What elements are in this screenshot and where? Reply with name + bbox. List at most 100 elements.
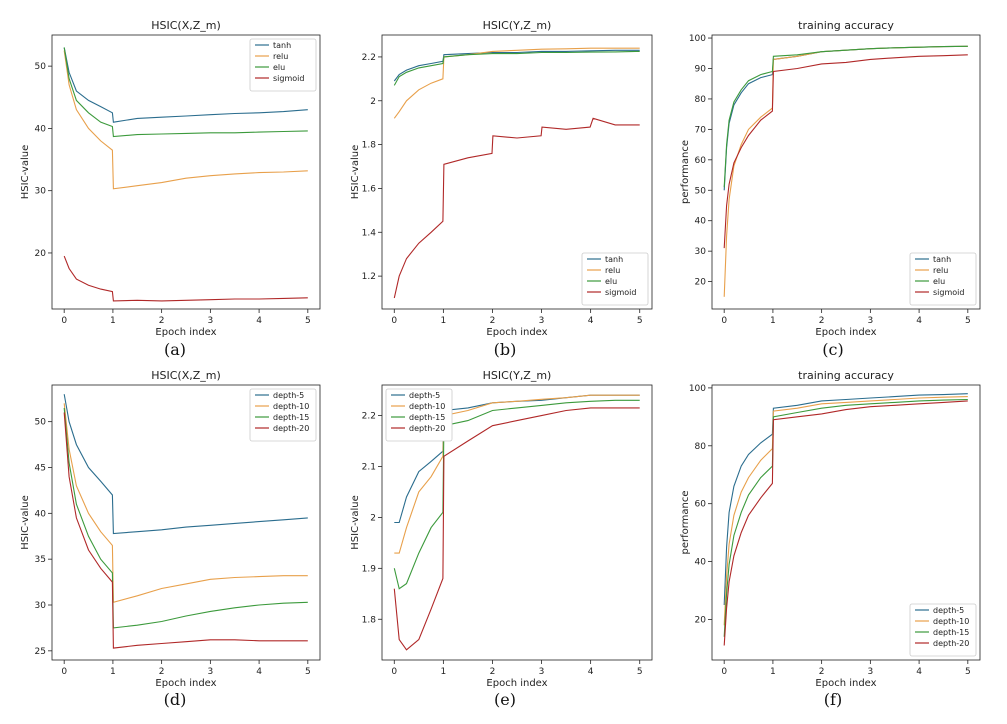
plot-frame	[381, 384, 653, 661]
y-tick-label: 1.6	[362, 184, 377, 194]
x-tick-label: 3	[207, 316, 213, 326]
y-axis-label: performance	[680, 140, 691, 204]
x-tick-label: 5	[305, 316, 311, 326]
legend-label: sigmoid	[273, 74, 304, 83]
x-axis-label: Epoch index	[815, 327, 876, 338]
legend-label: depth-5	[933, 606, 964, 615]
y-tick-label: 35	[35, 555, 46, 565]
x-tick-label: 1	[770, 316, 776, 326]
y-axis-label: performance	[680, 490, 691, 554]
y-tick-label: 40	[35, 509, 47, 519]
x-tick-label: 3	[867, 316, 873, 326]
x-tick-label: 1	[770, 667, 776, 677]
y-tick-label: 2.1	[362, 462, 376, 472]
legend-label: elu	[933, 277, 945, 286]
x-tick-label: 3	[207, 667, 213, 677]
chart-panel-e: HSIC(Y,Z_m) 0 1 2 3 4 5 1.8 1.9 2 2.1 2.2 Epoch inde…	[350, 369, 653, 709]
legend: tanh relu elu sigmoid	[909, 252, 977, 306]
x-tick-label: 5	[965, 316, 971, 326]
x-tick-label: 0	[721, 316, 727, 326]
x-tick-label: 5	[637, 667, 643, 677]
y-tick-label: 2	[370, 97, 376, 107]
x-tick-label: 1	[440, 316, 446, 326]
series-line-elu	[393, 50, 640, 86]
chart-title: HSIC(X,Z_m)	[151, 19, 221, 32]
series-line-tanh	[393, 49, 640, 82]
legend-label: depth-10	[933, 617, 969, 626]
x-axis-label: Epoch index	[815, 678, 876, 689]
chart-title: HSIC(X,Z_m)	[151, 369, 221, 382]
chart-title: HSIC(Y,Z_m)	[483, 19, 552, 32]
y-tick-label: 100	[689, 34, 706, 44]
y-tick-label: 2.2	[362, 412, 376, 422]
y-tick-label: 40	[35, 124, 47, 134]
x-tick-label: 2	[819, 667, 825, 677]
series-line-elu	[723, 45, 968, 188]
x-axis-label: Epoch index	[155, 678, 216, 689]
legend-label: sigmoid	[933, 288, 964, 297]
series-line-depth-10	[63, 403, 308, 604]
x-tick-label: 5	[965, 667, 971, 677]
x-tick-label: 0	[391, 667, 397, 677]
x-axis-label: Epoch index	[486, 327, 547, 338]
y-tick-label: 30	[35, 187, 47, 197]
y-axis-label: HSIC-value	[350, 495, 361, 549]
plot-frame	[381, 34, 653, 310]
y-tick-label: 20	[35, 249, 47, 259]
legend-label: relu	[933, 266, 948, 275]
y-tick-label: 1.9	[362, 564, 377, 574]
x-tick-label: 4	[256, 667, 262, 677]
chart-panel-c: training accuracy 0 1 2 3 4 5 20 30 40 50 60 70 80 90 1…	[680, 19, 981, 359]
x-tick-label: 2	[159, 667, 165, 677]
legend-label: depth-5	[273, 391, 304, 400]
y-tick-label: 20	[695, 615, 707, 625]
legend-label: tanh	[273, 41, 291, 50]
series-line-elu	[63, 47, 308, 138]
y-tick-label: 1.8	[362, 615, 377, 625]
panel-caption: (e)	[494, 690, 516, 709]
series-line-depth-10	[394, 394, 640, 554]
series-line-depth-15	[393, 399, 640, 590]
x-tick-label: 2	[490, 316, 496, 326]
x-tick-label: 4	[256, 316, 262, 326]
legend-label: depth-10	[409, 402, 445, 411]
x-axis-label: Epoch index	[486, 678, 547, 689]
y-tick-label: 2	[370, 513, 376, 523]
y-axis-label: HSIC-value	[20, 145, 31, 199]
x-tick-label: 4	[916, 667, 922, 677]
series-line-sigmoid	[63, 255, 308, 302]
y-tick-label: 60	[695, 156, 707, 166]
legend-label: tanh	[933, 255, 951, 264]
y-tick-label: 1.8	[362, 141, 377, 151]
y-tick-label: 30	[35, 601, 47, 611]
x-tick-label: 2	[159, 316, 165, 326]
legend-label: depth-5	[409, 391, 440, 400]
legend-label: depth-20	[409, 424, 445, 433]
chart-panel-b: HSIC(Y,Z_m) 0 1 2 3 4 5 1.2 1.4 1.6 1.8 2 2.2 Epoch i…	[350, 19, 653, 359]
y-tick-label: 80	[695, 442, 707, 452]
x-tick-label: 1	[110, 667, 116, 677]
x-tick-label: 0	[61, 667, 67, 677]
x-tick-label: 5	[305, 667, 311, 677]
chart-title: HSIC(Y,Z_m)	[483, 369, 552, 382]
series-line-depth-5	[723, 393, 968, 606]
series-line-tanh	[723, 45, 968, 191]
y-tick-label: 40	[695, 217, 707, 227]
y-tick-label: 80	[695, 95, 707, 105]
panel-caption: (a)	[164, 340, 186, 359]
y-tick-label: 1.4	[362, 228, 377, 238]
y-tick-label: 50	[695, 186, 707, 196]
y-tick-label: 50	[35, 418, 47, 428]
legend-label: depth-15	[933, 628, 969, 637]
legend-label: depth-15	[409, 413, 445, 422]
chart-title: training accuracy	[798, 369, 894, 382]
series-line-depth-10	[723, 396, 968, 626]
series-line-depth-20	[63, 412, 308, 649]
series-line-depth-5	[63, 394, 308, 535]
y-tick-label: 1.2	[362, 272, 376, 282]
legend-label: relu	[273, 52, 288, 61]
y-tick-label: 100	[689, 384, 706, 394]
legend-label: depth-10	[273, 402, 309, 411]
